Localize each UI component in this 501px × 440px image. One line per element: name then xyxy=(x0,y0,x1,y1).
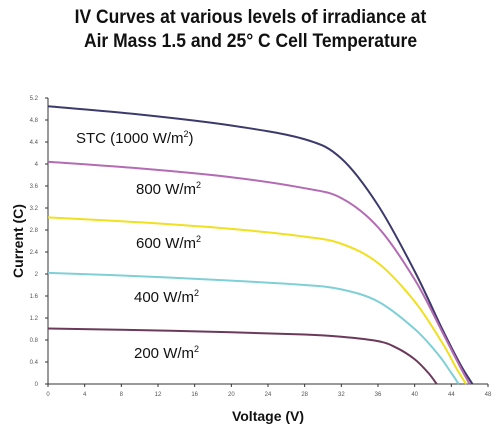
series-line-0 xyxy=(47,105,474,385)
y-tick-label: 2.4 xyxy=(30,250,39,256)
curves xyxy=(47,105,474,385)
x-tick-label: 36 xyxy=(375,392,382,398)
series-label-2: 600 W/m2 xyxy=(136,234,201,252)
chart-title: IV Curves at various levels of irradianc… xyxy=(20,6,481,54)
x-tick-label: 12 xyxy=(155,392,162,398)
series-label-3: 400 W/m2 xyxy=(134,288,199,306)
series-line-1 xyxy=(47,160,471,385)
series-label-text: 800 W/m xyxy=(136,181,196,198)
y-tick-label: 3.6 xyxy=(30,184,39,190)
x-tick-label: 32 xyxy=(338,392,345,398)
y-tick-label: 0 xyxy=(35,382,39,388)
series-label-superscript: 2 xyxy=(196,180,201,190)
x-tick-label: 44 xyxy=(448,392,455,398)
x-tick-label: 0 xyxy=(46,392,50,398)
series-label-superscript: 2 xyxy=(184,129,189,139)
series-label-text: 200 W/m xyxy=(134,345,194,362)
x-tick-label: 16 xyxy=(191,392,198,398)
x-ticks: 0 4 8 12 16 20 24 28 32 36 40 44 48 xyxy=(46,384,492,398)
series-label-1: 800 W/m2 xyxy=(136,180,201,198)
chart-title-line-2: Air Mass 1.5 and 25° C Cell Temperature xyxy=(83,31,418,52)
x-tick-label: 40 xyxy=(411,392,418,398)
series-label-superscript: 2 xyxy=(194,344,199,354)
x-tick-label: 24 xyxy=(265,392,272,398)
series-label-text: STC (1000 W/m xyxy=(76,130,184,147)
x-tick-label: 20 xyxy=(228,392,235,398)
series-line-2 xyxy=(47,216,467,385)
y-tick-label: 4 xyxy=(35,162,39,168)
series-label-superscript: 2 xyxy=(194,288,199,298)
x-axis-label: Voltage (V) xyxy=(232,408,304,424)
series-line-3 xyxy=(47,271,460,385)
x-tick-label: 8 xyxy=(120,392,124,398)
y-tick-label: 5.2 xyxy=(30,96,39,102)
y-ticks: 0 0.4 0.8 1.2 1.6 2 2.4 2.8 3.2 3.6 4 4.4 4.8 5.2 xyxy=(30,96,48,388)
x-tick-label: 28 xyxy=(301,392,308,398)
y-tick-label: 1.2 xyxy=(30,316,39,322)
x-tick-label: 48 xyxy=(485,392,492,398)
y-tick-label: 3.2 xyxy=(30,206,39,212)
y-axis-label: Current (C) xyxy=(10,204,26,278)
series-label-text: 400 W/m xyxy=(134,289,194,306)
y-tick-label: 2.8 xyxy=(30,228,39,234)
y-tick-label: 4.8 xyxy=(30,118,39,124)
y-tick-label: 4.4 xyxy=(30,140,39,146)
series-label-text: 600 W/m xyxy=(136,235,196,252)
series-label-superscript: 2 xyxy=(196,234,201,244)
y-tick-label: 0.8 xyxy=(30,338,39,344)
y-tick-label: 0.4 xyxy=(30,360,39,366)
y-tick-label: 1.6 xyxy=(30,294,39,300)
series-label-0: STC (1000 W/m2) xyxy=(76,129,194,147)
series-label-4: 200 W/m2 xyxy=(134,344,199,362)
series-label-tail: ) xyxy=(189,130,194,147)
series-line-4 xyxy=(47,327,438,385)
y-tick-label: 2 xyxy=(35,272,39,278)
chart-title-line-1: IV Curves at various levels of irradianc… xyxy=(74,7,427,28)
x-tick-label: 4 xyxy=(83,392,87,398)
